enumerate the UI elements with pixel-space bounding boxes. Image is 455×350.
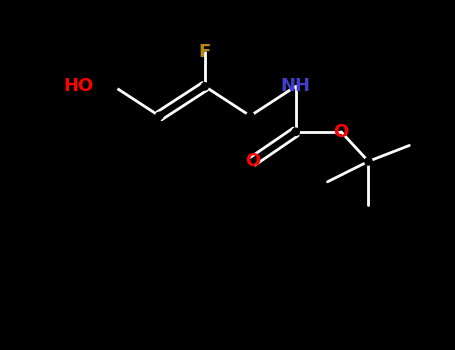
Circle shape: [201, 83, 208, 90]
Circle shape: [292, 128, 299, 135]
Text: HO: HO: [63, 77, 94, 95]
Circle shape: [247, 112, 254, 120]
Circle shape: [110, 83, 117, 90]
Text: O: O: [334, 123, 349, 141]
Circle shape: [156, 112, 163, 120]
Text: NH: NH: [281, 77, 311, 95]
Circle shape: [365, 158, 372, 165]
Text: F: F: [199, 43, 211, 61]
Text: O: O: [245, 152, 260, 170]
